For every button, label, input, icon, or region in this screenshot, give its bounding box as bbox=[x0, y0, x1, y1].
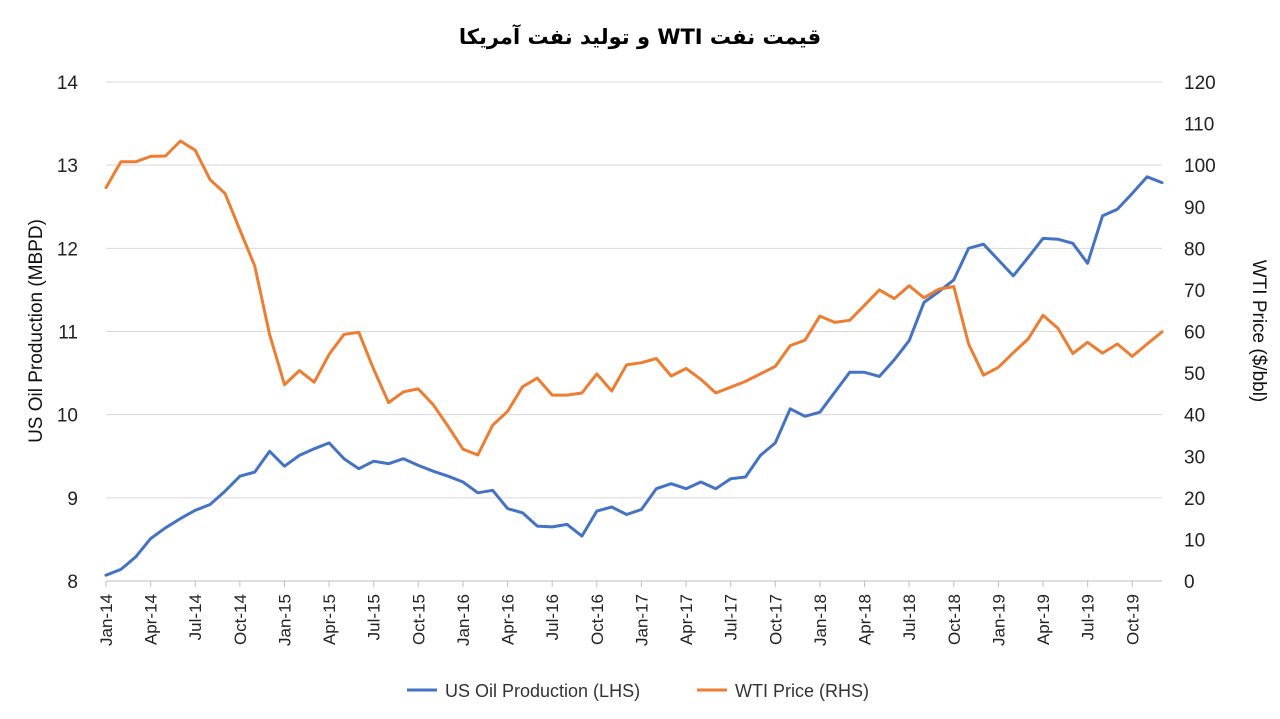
x-tick-label: Apr-17 bbox=[677, 594, 696, 645]
legend: US Oil Production (LHS) WTI Price (RHS) bbox=[407, 681, 869, 701]
y-tick-right: 50 bbox=[1184, 364, 1205, 385]
x-tick-label: Apr-15 bbox=[320, 594, 339, 645]
y-tick-left: 11 bbox=[58, 323, 78, 344]
x-tick-label: Jan-19 bbox=[989, 594, 1008, 646]
x-axis-ticks: Jan-14 Apr-14 Jul-14 Oct-14 Jan-15 Apr-15 Jul-… bbox=[97, 581, 1142, 646]
x-tick-label: Oct-15 bbox=[409, 594, 428, 645]
y-tick-right: 60 bbox=[1184, 323, 1205, 344]
x-tick-label: Oct-19 bbox=[1123, 594, 1142, 645]
series-line-production bbox=[104, 175, 1164, 577]
x-tick-label: Jan-15 bbox=[275, 594, 294, 646]
y-tick-right: 70 bbox=[1184, 281, 1205, 302]
y-tick-left: 12 bbox=[57, 239, 78, 260]
y-tick-right: 0 bbox=[1184, 572, 1195, 593]
y-tick-right: 40 bbox=[1184, 406, 1205, 427]
x-tick-label: Apr-14 bbox=[142, 594, 161, 645]
y-tick-right: 120 bbox=[1184, 73, 1216, 94]
chart-title: قیمت نفت WTI و تولید نفت آمریکا bbox=[459, 24, 821, 49]
x-tick-label: Jan-17 bbox=[632, 594, 651, 646]
y-tick-right: 80 bbox=[1184, 239, 1205, 260]
y-tick-left: 10 bbox=[57, 406, 78, 427]
y-tick-right: 90 bbox=[1184, 198, 1205, 219]
x-tick-label: Apr-19 bbox=[1034, 594, 1053, 645]
x-tick-label: Jan-16 bbox=[454, 594, 473, 646]
x-tick-label: Jul-14 bbox=[186, 594, 205, 640]
x-tick-label: Oct-14 bbox=[231, 594, 250, 645]
x-tick-label: Apr-16 bbox=[499, 594, 518, 645]
x-tick-label: Apr-18 bbox=[856, 594, 875, 645]
gridlines bbox=[106, 81, 1162, 499]
y-tick-right: 10 bbox=[1184, 530, 1205, 551]
y-tick-right: 110 bbox=[1184, 115, 1214, 136]
y-tick-left: 8 bbox=[67, 572, 78, 593]
series-lines bbox=[104, 139, 1164, 577]
x-tick-label: Oct-17 bbox=[766, 594, 785, 645]
x-tick-label: Jan-14 bbox=[97, 594, 116, 646]
x-tick-label: Jul-18 bbox=[900, 594, 919, 640]
y-tick-left: 9 bbox=[67, 489, 78, 510]
x-tick-label: Jul-19 bbox=[1079, 594, 1098, 640]
x-tick-label: Jan-18 bbox=[811, 594, 830, 646]
legend-label-production: US Oil Production (LHS) bbox=[445, 681, 640, 701]
y-axis-left-title: US Oil Production (MBPD) bbox=[26, 219, 47, 443]
y-tick-left: 13 bbox=[57, 156, 78, 177]
y-tick-right: 20 bbox=[1184, 489, 1205, 510]
legend-label-wti: WTI Price (RHS) bbox=[735, 681, 869, 701]
y-tick-left: 14 bbox=[57, 73, 79, 94]
x-tick-label: Oct-16 bbox=[588, 594, 607, 645]
x-tick-label: Jul-15 bbox=[365, 594, 384, 640]
y-axis-left-ticks: 8 9 10 11 12 13 14 bbox=[57, 73, 79, 593]
y-tick-right: 100 bbox=[1184, 156, 1216, 177]
x-tick-label: Oct-18 bbox=[945, 594, 964, 645]
x-tick-label: Jul-17 bbox=[722, 594, 741, 640]
y-tick-right: 30 bbox=[1184, 447, 1205, 468]
y-axis-right-ticks: 0 10 20 30 40 50 60 70 80 90 100 110 120 bbox=[1184, 73, 1216, 593]
y-axis-right-title: WTI Price ($/bbl) bbox=[1248, 260, 1269, 403]
series-line-wti bbox=[104, 139, 1164, 457]
x-tick-label: Jul-16 bbox=[543, 594, 562, 640]
